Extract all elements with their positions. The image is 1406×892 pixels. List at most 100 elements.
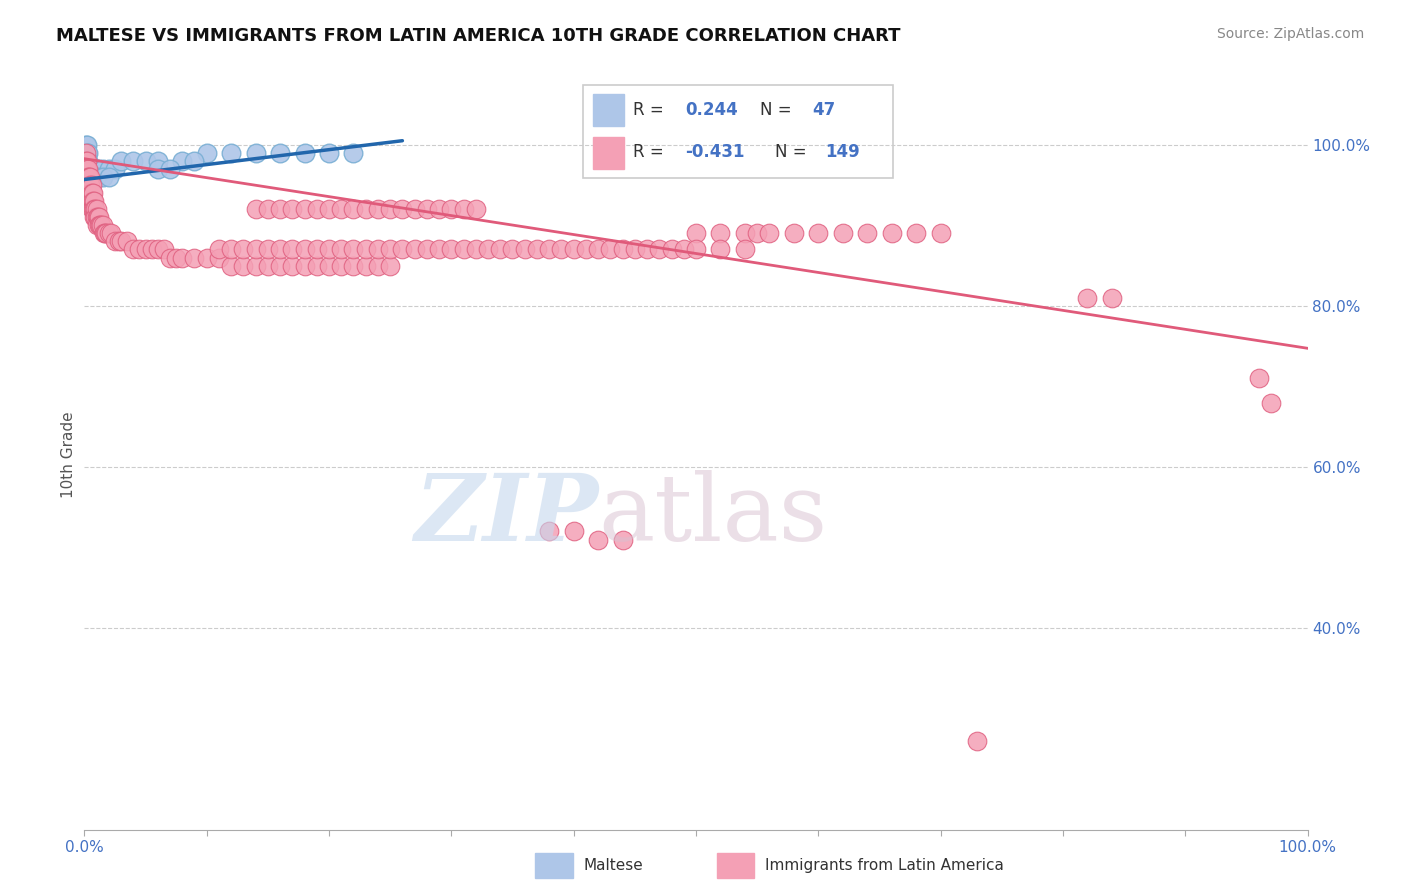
Point [80,178,103,192]
Point [104,235,127,249]
Point [80,194,103,208]
Point [83,161,105,176]
Point [96,227,118,241]
Point [183,153,205,168]
Point [905,227,928,241]
Point [281,202,304,217]
Point [86,211,108,225]
Point [219,243,242,257]
Point [404,243,426,257]
Point [367,202,389,217]
Y-axis label: 10th Grade: 10th Grade [60,411,76,499]
Point [79,178,101,192]
Point [269,243,291,257]
Point [380,243,402,257]
Point [82,202,104,217]
Text: 0.244: 0.244 [686,101,738,119]
Point [281,243,304,257]
Point [77,169,100,184]
Point [391,202,413,217]
Point [146,161,169,176]
Text: -0.431: -0.431 [686,144,745,161]
Point [107,235,129,249]
Point [87,211,110,225]
Point [661,243,683,257]
Point [440,202,463,217]
Point [269,145,291,160]
Point [77,145,100,160]
Point [172,251,194,265]
Text: 47: 47 [813,101,835,119]
Point [734,243,756,257]
Point [672,243,695,257]
Point [83,211,105,225]
Bar [593,137,624,169]
Point [77,153,100,168]
Point [427,202,450,217]
Point [146,153,169,168]
Point [380,202,402,217]
Point [91,219,114,233]
Point [427,243,450,257]
Point [110,153,132,168]
Point [91,161,114,176]
Point [513,243,536,257]
Point [464,202,486,217]
Point [84,211,107,225]
Point [245,145,267,160]
Point [77,194,100,208]
Point [367,243,389,257]
Point [80,202,103,217]
Point [159,161,181,176]
Point [77,178,100,192]
Point [526,243,548,257]
Point [86,202,108,217]
Point [734,227,756,241]
Point [80,161,103,176]
Point [354,202,377,217]
Text: Maltese: Maltese [583,858,643,872]
Point [77,161,100,176]
Point [416,243,439,257]
Point [880,227,903,241]
Bar [593,95,624,126]
Point [87,161,110,176]
Point [269,259,291,273]
Point [97,227,120,241]
Point [141,243,163,257]
Point [489,243,512,257]
Point [195,251,218,265]
Point [219,259,242,273]
Bar [717,853,755,878]
Point [245,202,267,217]
Point [75,169,97,184]
Point [76,153,98,168]
Point [538,524,561,539]
Point [76,145,98,160]
Point [232,259,254,273]
Point [257,243,280,257]
Point [79,169,101,184]
Point [257,202,280,217]
Point [747,227,769,241]
Point [79,186,101,200]
Point [183,251,205,265]
Point [97,161,120,176]
Point [599,243,621,257]
Point [367,259,389,273]
Point [330,202,353,217]
Point [86,161,108,176]
Text: N =: N = [759,101,797,119]
Point [79,161,101,176]
Point [294,202,316,217]
Point [122,153,145,168]
Point [232,243,254,257]
Point [294,259,316,273]
Point [354,243,377,257]
Point [1260,395,1282,409]
Point [75,137,97,152]
Point [84,202,107,217]
Point [77,186,100,200]
Text: Source: ZipAtlas.com: Source: ZipAtlas.com [1216,27,1364,41]
Point [807,227,830,241]
